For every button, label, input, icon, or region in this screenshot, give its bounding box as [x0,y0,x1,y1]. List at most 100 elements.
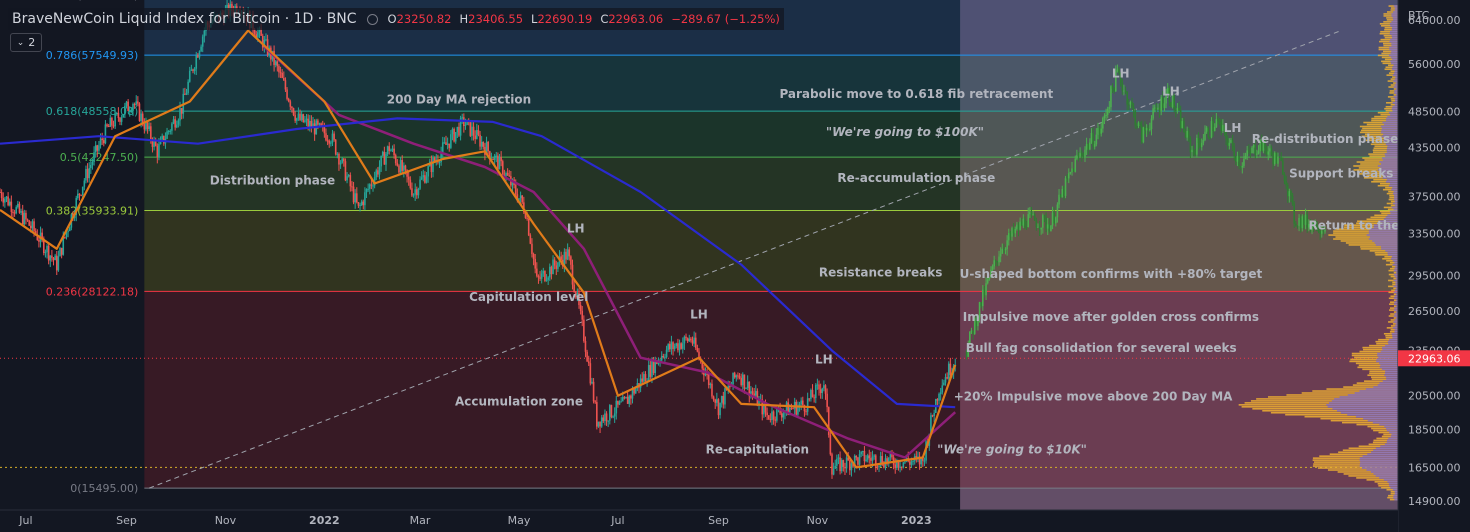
projected-candle [1097,128,1099,135]
candle [55,255,58,271]
candle [643,374,645,382]
volume-profile-bar [1385,66,1398,69]
candle [704,373,707,376]
projected-candle [1256,153,1258,155]
candle [626,396,629,404]
annotation-label: Impulsive move after golden cross confir… [963,310,1259,324]
projected-candle [1283,174,1286,182]
volume-profile-bar [1387,208,1398,211]
candle [879,456,882,466]
candle [459,118,462,136]
projected-candle [1226,139,1229,146]
projected-candle [1071,168,1073,173]
volume-profile-bar [1380,167,1398,169]
volume-profile-bar [1376,437,1398,440]
volume-profile-bar [1386,101,1398,104]
candle [281,72,283,78]
candle [621,397,624,402]
volume-profile-bar [1339,396,1398,398]
volume-profile-bar [1377,352,1398,355]
candle [386,146,389,154]
candle [800,400,802,405]
projected-candle [1145,128,1148,131]
candle [339,162,342,165]
volume-profile-bar [1393,311,1398,313]
projected-candle [1316,221,1318,231]
candle [587,361,590,364]
volume-profile-bar [1377,483,1398,485]
volume-profile-bar [1386,151,1398,153]
volume-profile-bar [1335,236,1398,238]
volume-profile-bar [1360,248,1398,250]
annotation-label: Bull fag consolidation for several weeks [966,341,1237,355]
volume-profile-bar [1386,117,1398,120]
volume-profile-bar [1392,101,1398,104]
volume-profile-bar [1390,56,1398,59]
candle [114,113,116,127]
candle [501,161,504,176]
volume-profile-bar [1380,350,1398,353]
volume-profile-bar [1369,370,1398,373]
volume-profile-bar [1388,198,1398,201]
projected-candle [1267,151,1270,155]
projected-candle [1171,95,1174,108]
volume-profile-bar [1381,486,1398,489]
volume-profile-bar [1362,455,1398,457]
projected-candle [1038,226,1041,230]
projected-candle [1189,138,1192,153]
candle [920,457,922,465]
volume-profile-bar [1392,336,1398,339]
y-axis-tick-label: 43500.00 [1408,141,1461,154]
candle [388,146,391,151]
projected-candle [1066,178,1068,180]
candle [813,397,815,399]
projected-candle [1236,156,1239,162]
candle [709,383,712,385]
volume-profile-bar [1368,230,1398,232]
volume-profile-bar [1383,133,1398,136]
volume-profile-bar [1241,406,1398,408]
candle [166,131,168,139]
candle [720,396,723,403]
candle [132,104,134,111]
volume-profile-bar [1393,86,1398,88]
volume-profile-bar [1383,332,1398,335]
candle [357,202,360,206]
candle [482,141,485,147]
candle [797,406,799,415]
indicators-toggle-button[interactable]: ⌄ 2 [10,33,42,52]
volume-profile-bar [1388,111,1398,114]
chevron-down-icon: ⌄ [16,37,25,48]
volume-profile-bar [1356,477,1398,479]
candle [811,389,814,398]
candle [289,101,292,107]
candle [258,28,261,33]
projected-candle [1077,155,1080,157]
symbol-title[interactable]: BraveNewCoin Liquid Index for Bitcoin · … [12,11,357,27]
volume-profile-bar [1381,52,1398,55]
annotation-label: LH [567,222,585,236]
volume-profile-bar [1371,117,1398,120]
volume-profile-bar [1392,259,1398,262]
volume-profile-bar [1374,242,1398,244]
candle [120,117,123,122]
volume-profile-bar [1366,234,1398,236]
y-axis-tick-label: 20500.00 [1408,390,1461,403]
volume-profile-bar [1396,271,1398,274]
candle [23,212,26,225]
projected-candle [1100,128,1103,134]
projected-candle [1191,149,1193,153]
volume-profile-bar [1394,103,1398,106]
candle [557,262,559,269]
candle [88,168,90,179]
volume-profile-bar [1388,291,1398,294]
projected-candle [1254,145,1257,155]
volume-profile-bar [1393,269,1398,272]
candle [128,111,131,113]
volume-profile-bar [1382,62,1398,65]
volume-profile-bar [1393,11,1398,13]
projected-candle [1095,134,1098,145]
volume-profile-bar [1351,354,1398,357]
volume-profile-bar [1312,465,1398,467]
